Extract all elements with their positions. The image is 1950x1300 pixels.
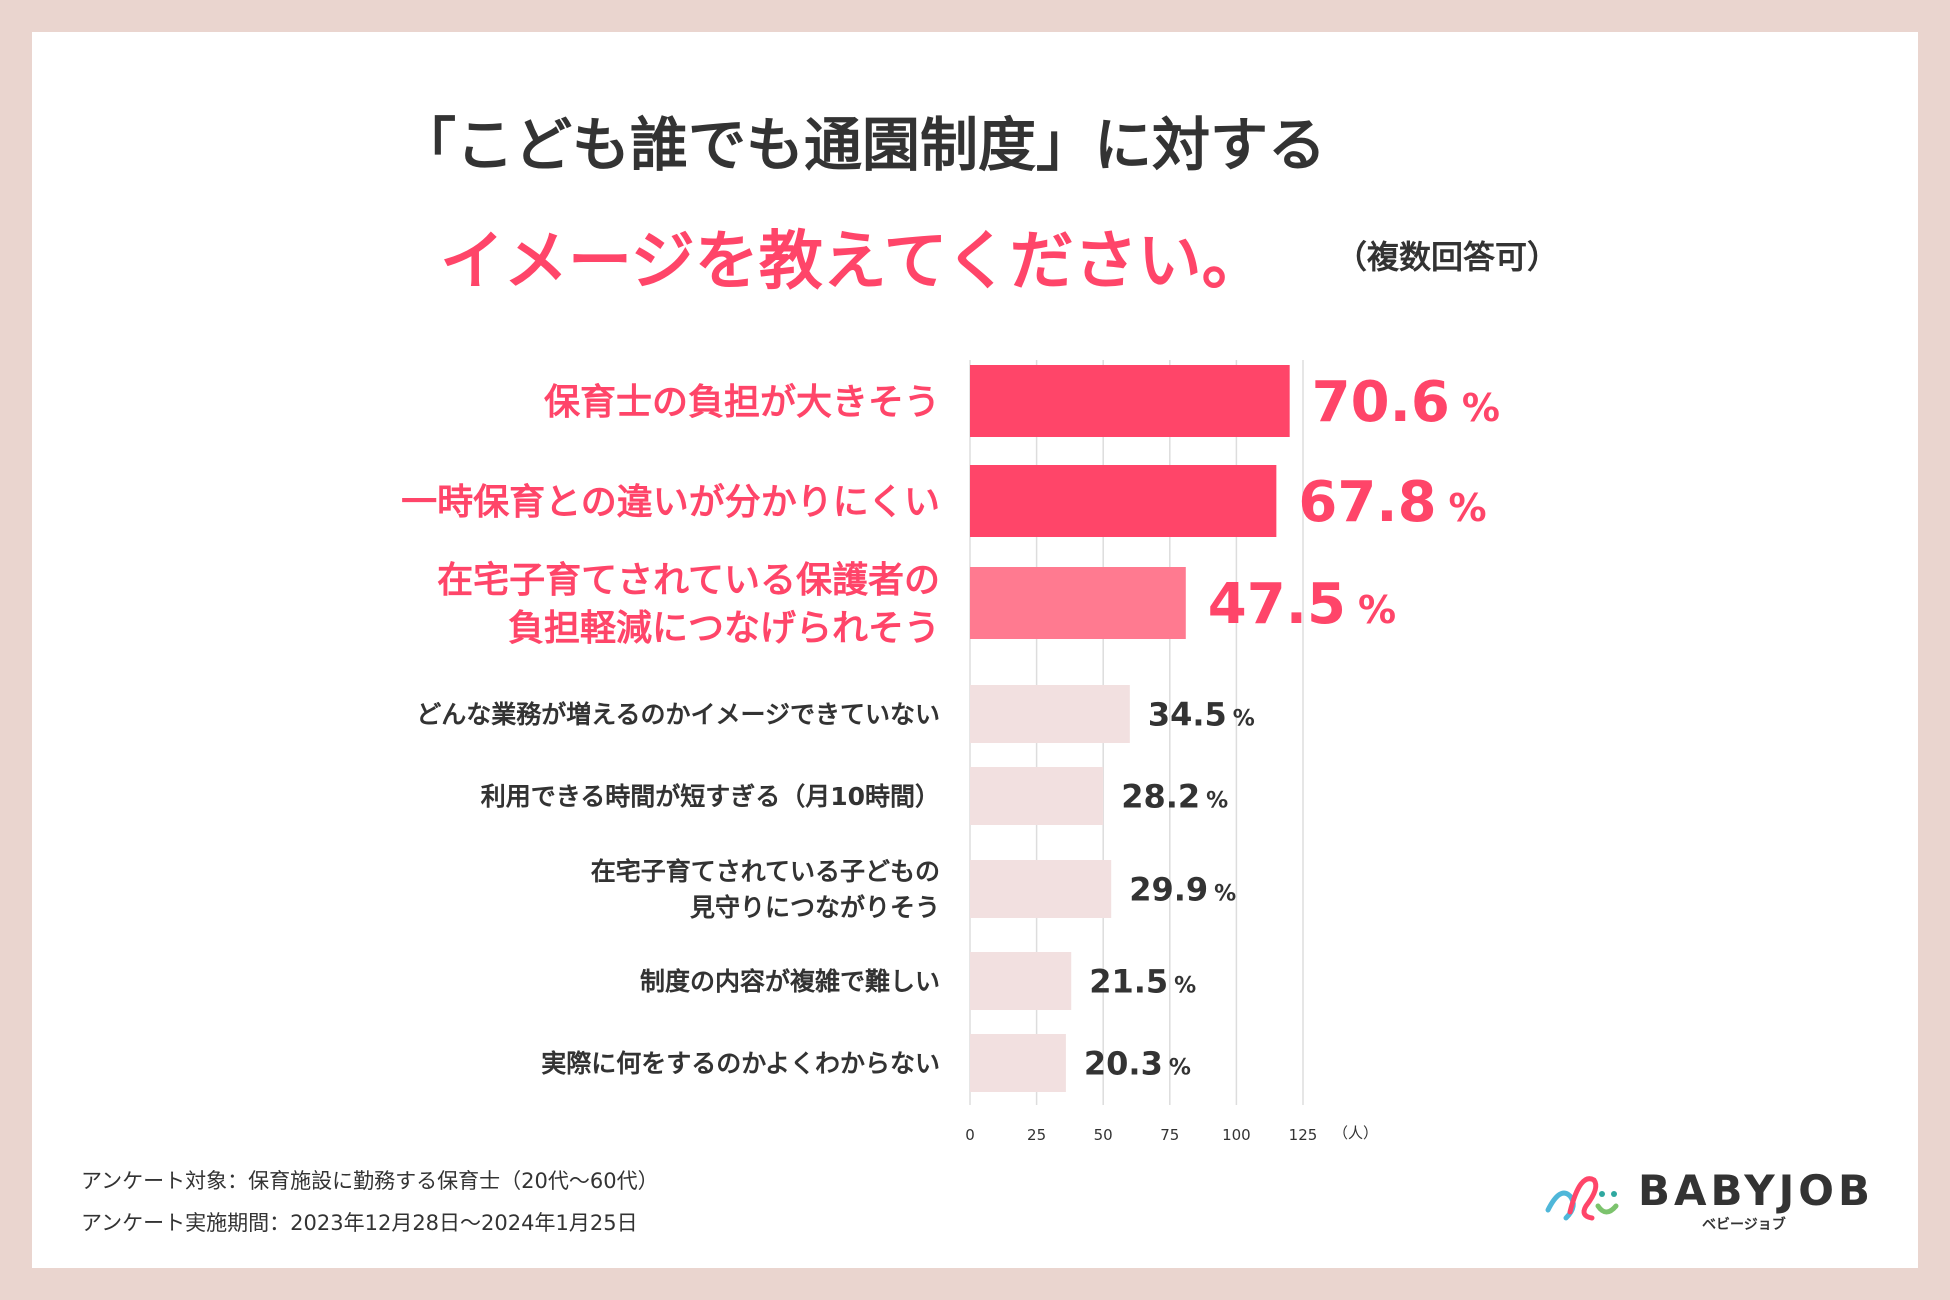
category-label: 在宅子育てされている子どもの [591,857,940,886]
survey-target: アンケート対象：保育施設に勤務する保育士（20代〜60代） [81,1169,659,1193]
category-label: 負担軽減につなげられそう [508,608,940,649]
bar [970,1034,1066,1092]
category-label: 一時保育との違いが分かりにくい [401,482,940,523]
x-tick-label: 125 [1289,1126,1318,1144]
bar [970,860,1112,918]
category-label: 在宅子育てされている保護者の [437,559,940,601]
category-label: 見守りにつながりそう [690,893,940,922]
survey-period: アンケート実施期間：2023年12月28日〜2024年1月25日 [81,1211,638,1235]
category-label: 実際に何をするのかよくわからない [541,1049,940,1078]
x-tick-label: 25 [1027,1126,1046,1144]
value-label: 70.6% [1312,370,1500,435]
value-label: 34.5% [1148,696,1255,734]
logo-kana: ベビージョブ [1702,1217,1786,1233]
bar [970,465,1277,537]
value-label: 29.9% [1129,871,1236,909]
bar [970,685,1130,743]
category-label: 保育士の負担が大きそう [544,382,940,423]
title-note: （複数回答可） [1335,238,1560,276]
category-label: どんな業務が増えるのかイメージできていない [416,700,940,729]
bar [970,365,1290,437]
value-label: 67.8% [1298,470,1486,535]
x-tick-label: 50 [1094,1126,1113,1144]
babyjob-logo: BABYJOB ベビージョブ [1540,1160,1870,1233]
value-label: 28.2% [1121,778,1228,816]
x-unit-label: （人） [1333,1124,1378,1142]
value-label: 21.5% [1089,963,1196,1001]
bar [970,952,1072,1010]
value-label: 47.5% [1208,572,1396,637]
title-line-2: イメージを教えてください。 [440,225,1266,299]
babyjob-logo-icon [1545,1176,1619,1221]
title-line-1: 「こども誰でも通園制度」に対する [398,111,1327,179]
value-label: 20.3% [1084,1045,1191,1083]
logo-wordmark: BABYJOB [1638,1166,1874,1215]
category-label: 利用できる時間が短すぎる（月10時間） [481,782,940,811]
x-tick-label: 75 [1160,1126,1179,1144]
bar [970,767,1104,825]
x-tick-label: 0 [965,1126,975,1144]
category-label: 制度の内容が複雑で難しい [640,967,940,996]
x-tick-label: 100 [1222,1126,1251,1144]
bar [970,567,1186,639]
